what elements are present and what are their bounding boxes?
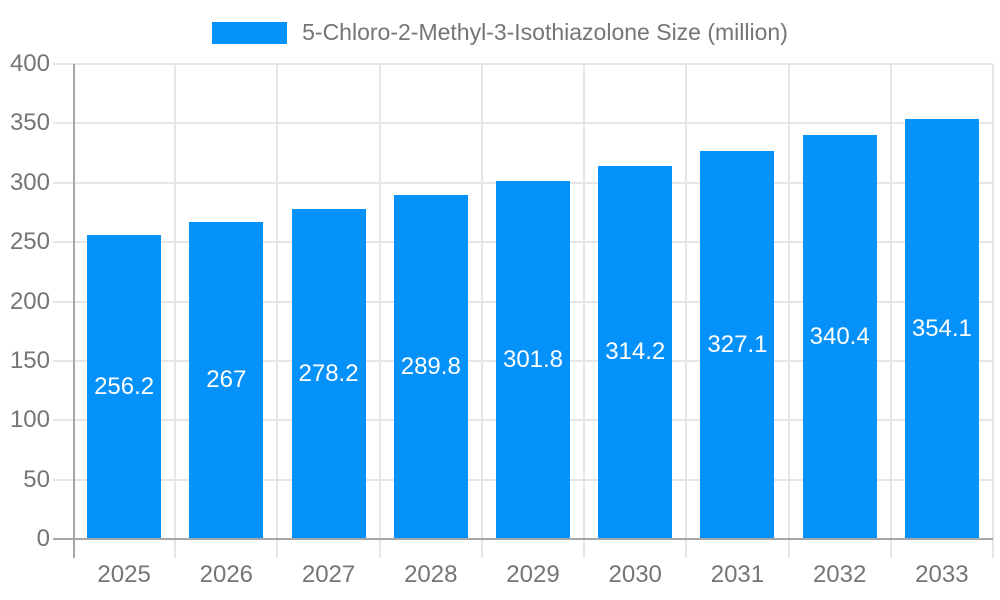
legend-swatch: [212, 21, 288, 44]
bar: [802, 134, 877, 538]
x-tick-label: 2025: [97, 561, 151, 588]
x-axis-line: [53, 538, 993, 540]
y-tick-label: 400: [9, 50, 50, 77]
bar: [496, 180, 570, 538]
x-tick-label: 2026: [199, 561, 254, 588]
x-tick-label: 2027: [301, 561, 356, 588]
x-gridline: [480, 64, 483, 558]
bar: [598, 165, 673, 538]
y-tick-label: 200: [9, 287, 50, 315]
y-tick-label: 50: [23, 465, 50, 493]
x-gridline: [276, 64, 279, 558]
x-gridline: [992, 64, 994, 558]
x-tick-label: 2028: [404, 561, 458, 588]
y-gridline: [53, 63, 993, 65]
x-gridline: [174, 64, 177, 558]
x-tick-label: 2033: [915, 561, 969, 588]
x-tick-label: 2032: [812, 561, 867, 588]
y-gridline: [53, 122, 993, 125]
bar: [700, 150, 775, 538]
bar-value-label: 327.1: [707, 330, 768, 358]
bar: [393, 194, 468, 538]
bar: [904, 118, 979, 538]
bar-value-label: 314.2: [605, 338, 666, 366]
x-gridline: [889, 64, 892, 558]
y-tick-label: 150: [9, 346, 50, 374]
x-tick-label: 2031: [710, 561, 765, 588]
bar: [291, 208, 366, 538]
y-tick-label: 100: [9, 406, 50, 434]
chart-legend: 5-Chloro-2-Methyl-3-Isothiazolone Size (…: [0, 19, 1000, 46]
x-gridline: [583, 64, 586, 558]
y-tick-label: 300: [9, 168, 50, 196]
y-tick-label: 0: [36, 525, 50, 552]
bar-value-label: 354.1: [911, 314, 972, 342]
legend-series-label: 5-Chloro-2-Methyl-3-Isothiazolone Size (…: [302, 19, 788, 45]
y-tick-label: 250: [9, 228, 50, 256]
y-tick-label: 350: [9, 109, 50, 137]
x-tick-label: 2030: [608, 561, 662, 588]
x-tick-label: 2029: [506, 561, 560, 588]
x-gridline: [787, 64, 790, 558]
bar-value-label: 256.2: [94, 372, 155, 400]
y-axis-line: [73, 64, 75, 558]
bar-value-label: 267: [206, 366, 247, 394]
bar-value-label: 278.2: [298, 359, 359, 387]
bar-value-label: 301.8: [502, 345, 564, 373]
bar: [87, 234, 162, 538]
x-gridline: [378, 64, 381, 558]
bar-value-label: 289.8: [400, 352, 461, 380]
bar: [189, 221, 264, 538]
x-gridline: [685, 64, 688, 558]
bar-value-label: 340.4: [809, 322, 870, 350]
